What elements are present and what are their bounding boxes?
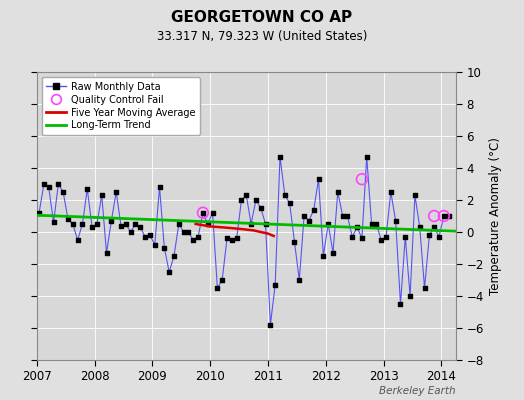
- Point: [150, 242, 159, 248]
- Point: [363, 154, 371, 160]
- Point: [69, 221, 77, 227]
- Point: [213, 285, 222, 291]
- Point: [223, 235, 231, 242]
- Text: 33.317 N, 79.323 W (United States): 33.317 N, 79.323 W (United States): [157, 30, 367, 43]
- Point: [179, 229, 188, 235]
- Point: [203, 221, 212, 227]
- Point: [102, 250, 111, 256]
- Point: [440, 213, 448, 219]
- Point: [411, 192, 419, 198]
- Legend: Raw Monthly Data, Quality Control Fail, Five Year Moving Average, Long-Term Tren: Raw Monthly Data, Quality Control Fail, …: [41, 77, 200, 135]
- Point: [112, 189, 121, 195]
- Point: [83, 186, 92, 192]
- Point: [425, 232, 433, 238]
- Point: [339, 213, 347, 219]
- Point: [257, 205, 265, 211]
- Point: [430, 224, 439, 230]
- Point: [372, 221, 380, 227]
- Point: [310, 206, 318, 213]
- Point: [35, 210, 43, 216]
- Point: [59, 189, 68, 195]
- Point: [227, 237, 236, 243]
- Point: [170, 253, 178, 259]
- Point: [126, 229, 135, 235]
- Point: [334, 189, 342, 195]
- Point: [305, 218, 313, 224]
- Point: [97, 192, 106, 198]
- Point: [93, 221, 101, 227]
- Point: [290, 238, 299, 245]
- Point: [329, 250, 337, 256]
- Point: [314, 176, 323, 182]
- Point: [300, 213, 308, 219]
- Point: [131, 221, 139, 227]
- Point: [396, 301, 405, 307]
- Point: [136, 224, 145, 230]
- Point: [78, 221, 86, 227]
- Point: [194, 234, 202, 240]
- Text: Berkeley Earth: Berkeley Earth: [379, 386, 456, 396]
- Point: [266, 322, 275, 328]
- Point: [174, 221, 183, 227]
- Point: [319, 253, 328, 259]
- Point: [420, 285, 429, 291]
- Point: [247, 221, 255, 227]
- Point: [416, 224, 424, 230]
- Point: [430, 213, 439, 219]
- Y-axis label: Temperature Anomaly (°C): Temperature Anomaly (°C): [489, 137, 502, 295]
- Point: [358, 176, 366, 182]
- Point: [54, 181, 62, 187]
- Point: [107, 218, 116, 224]
- Point: [160, 245, 169, 251]
- Point: [237, 197, 246, 203]
- Point: [343, 213, 352, 219]
- Point: [444, 213, 453, 219]
- Point: [73, 237, 82, 243]
- Text: GEORGETOWN CO AP: GEORGETOWN CO AP: [171, 10, 353, 25]
- Point: [353, 224, 362, 230]
- Point: [242, 192, 250, 198]
- Point: [281, 192, 289, 198]
- Point: [233, 235, 241, 242]
- Point: [184, 229, 193, 235]
- Point: [146, 232, 154, 238]
- Point: [382, 234, 390, 240]
- Point: [199, 210, 207, 216]
- Point: [377, 237, 385, 243]
- Point: [189, 237, 198, 243]
- Point: [440, 213, 448, 219]
- Point: [165, 269, 173, 275]
- Point: [199, 210, 207, 216]
- Point: [64, 216, 72, 222]
- Point: [88, 224, 96, 230]
- Point: [209, 210, 217, 216]
- Point: [286, 200, 294, 206]
- Point: [276, 154, 284, 160]
- Point: [40, 181, 48, 187]
- Point: [49, 219, 58, 226]
- Point: [122, 221, 130, 227]
- Point: [406, 293, 414, 299]
- Point: [117, 222, 125, 229]
- Point: [218, 277, 226, 283]
- Point: [435, 234, 443, 240]
- Point: [155, 184, 163, 190]
- Point: [261, 221, 270, 227]
- Point: [324, 221, 332, 227]
- Point: [295, 277, 303, 283]
- Point: [367, 221, 376, 227]
- Point: [391, 218, 400, 224]
- Point: [45, 184, 53, 190]
- Point: [387, 189, 395, 195]
- Point: [141, 234, 149, 240]
- Point: [401, 234, 409, 240]
- Point: [252, 197, 260, 203]
- Point: [271, 282, 279, 288]
- Point: [358, 235, 366, 242]
- Point: [348, 234, 356, 240]
